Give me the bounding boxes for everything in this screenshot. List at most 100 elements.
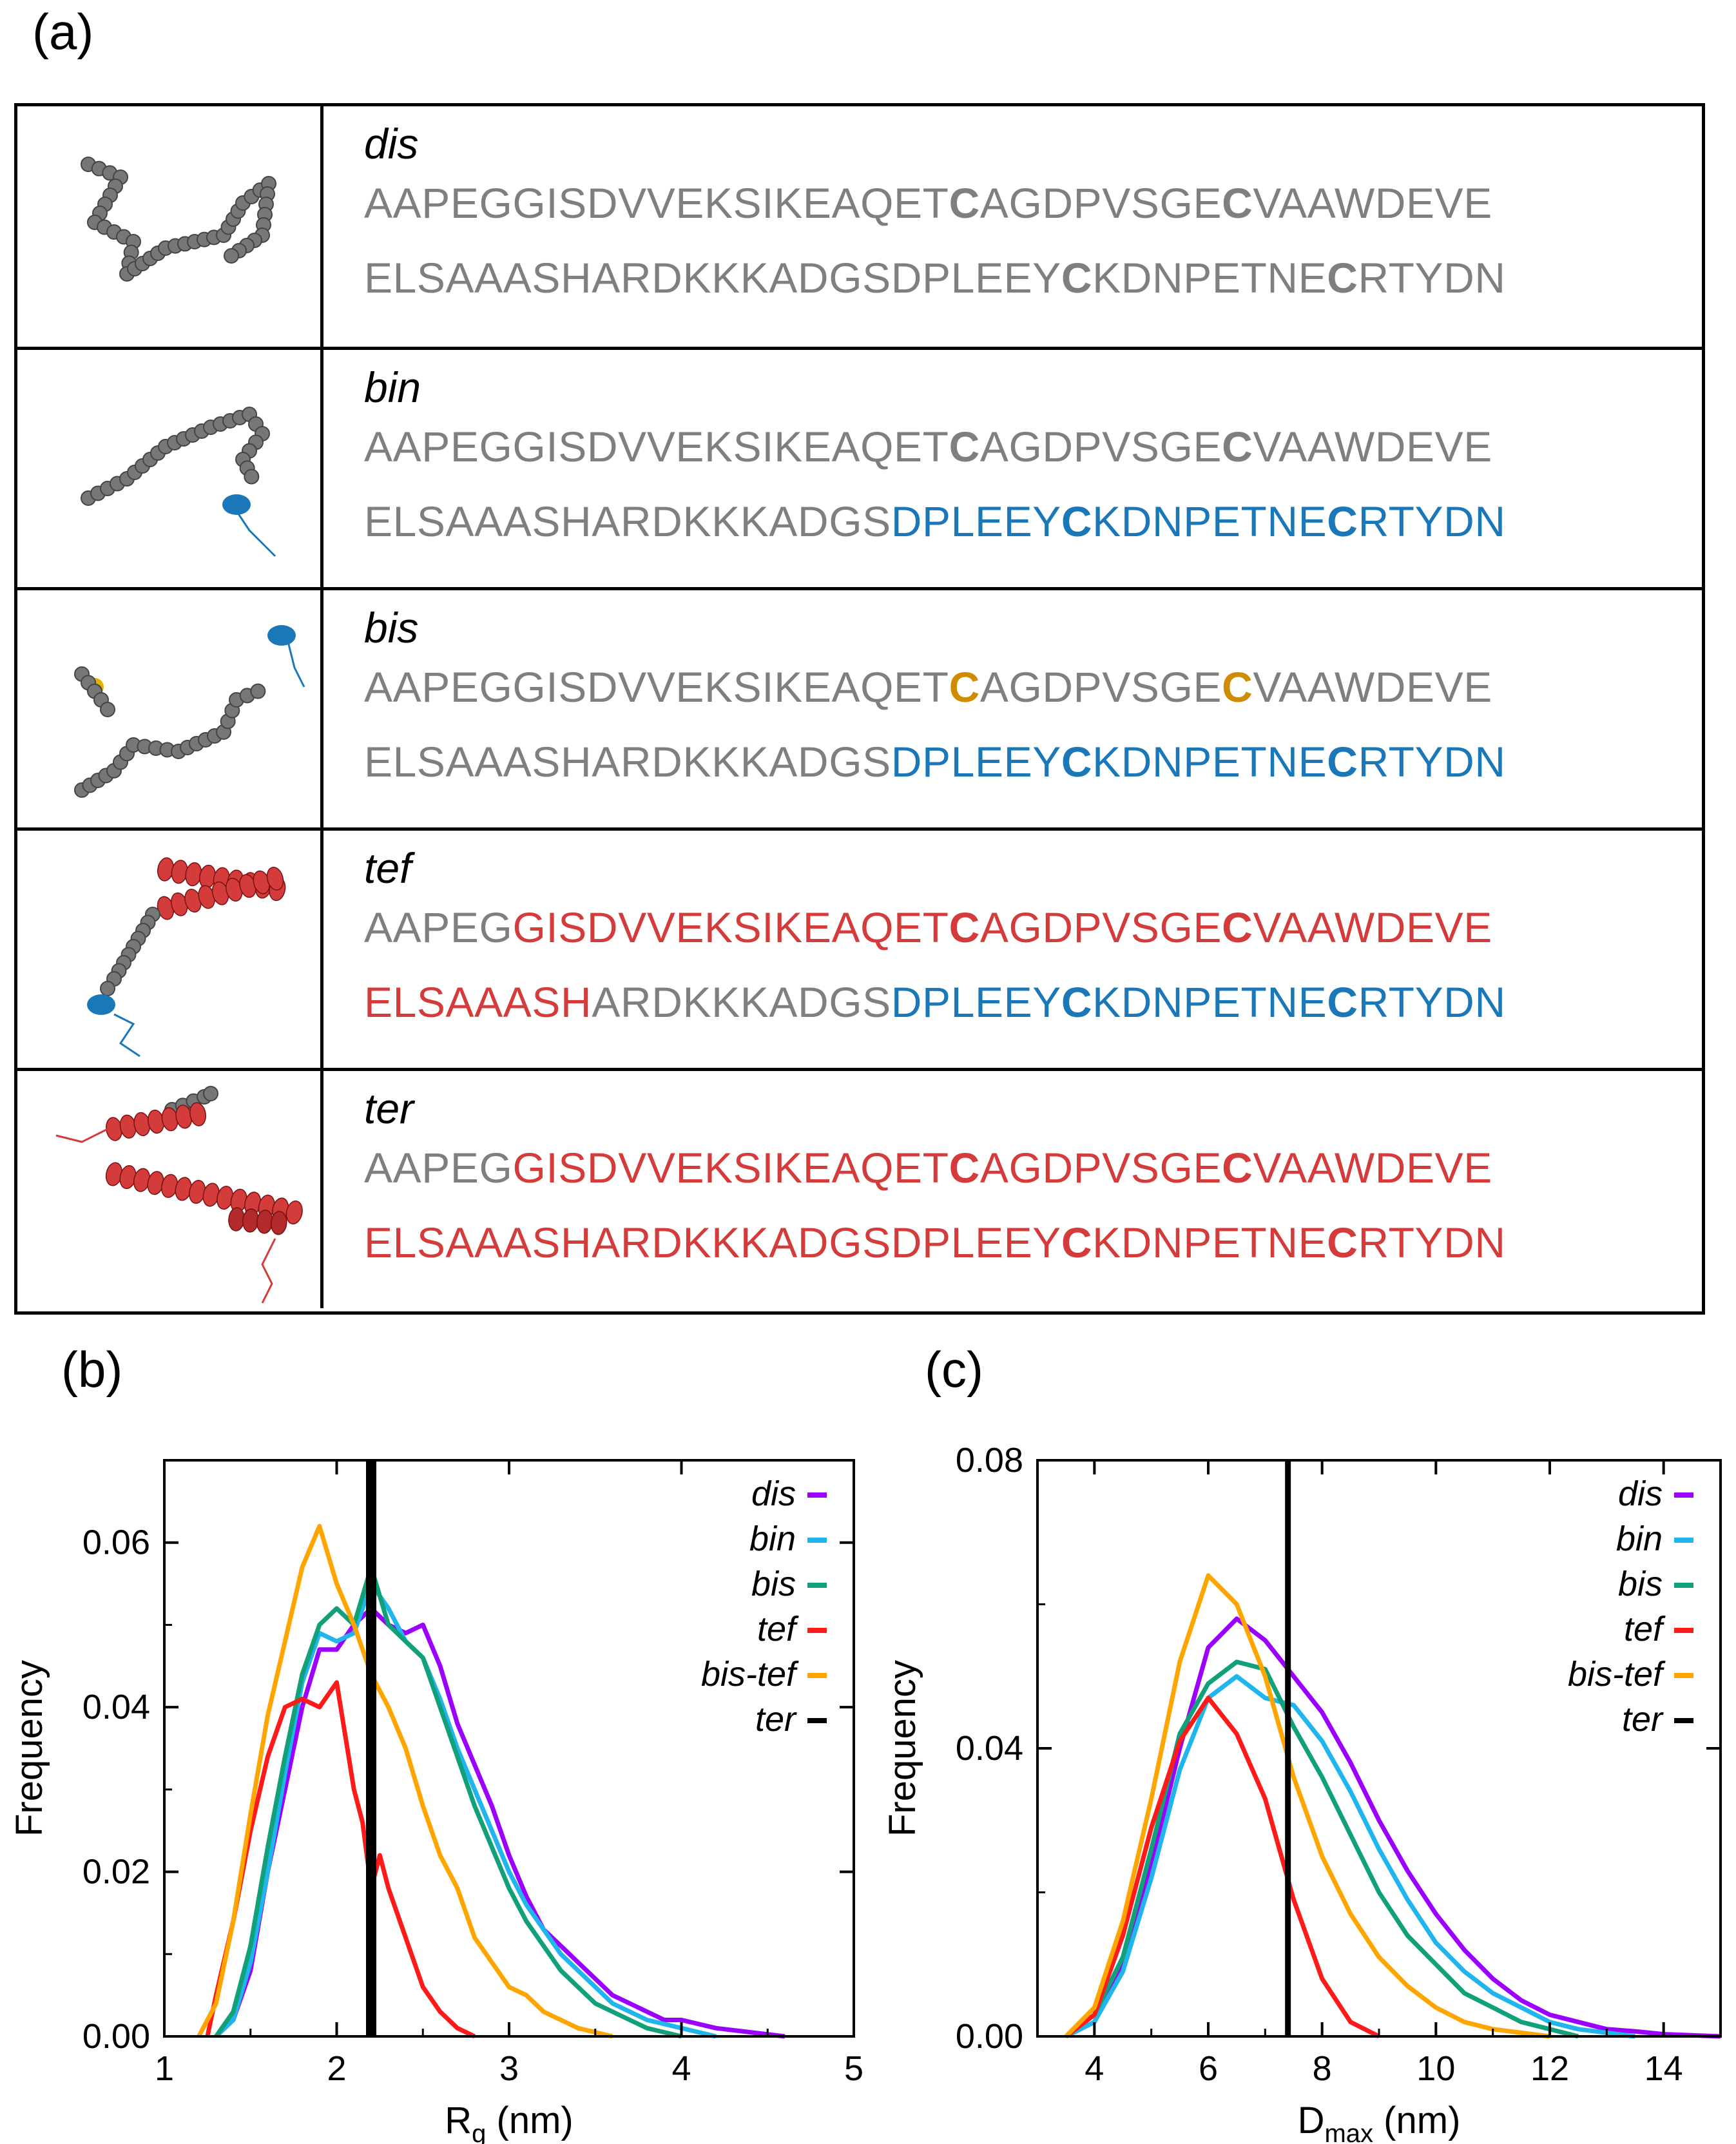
small-helix xyxy=(222,494,251,515)
panel-label-c: (c) xyxy=(925,1341,983,1398)
cysteine-residue: C xyxy=(1327,254,1358,302)
x-axis-title-sub: max xyxy=(1324,2120,1373,2144)
sequence-cell: dis AAPEGGISDVVEKSIKEAQETCAGDPVSGECVAAWDE… xyxy=(352,106,1702,347)
cysteine-residue: C xyxy=(1327,1219,1358,1266)
x-tick-label: 5 xyxy=(844,2049,863,2088)
sequence-row-dis: dis AAPEGGISDVVEKSIKEAQETCAGDPVSGECVAAWDE… xyxy=(17,106,1702,347)
sequence-segment: ELSAAASHARDKKKADGS xyxy=(364,738,891,786)
legend-label-bis: bis xyxy=(1618,1565,1663,1603)
x-tick-label: 8 xyxy=(1313,2049,1332,2088)
sequence-segment: ELSAAASHARDKKKADGS xyxy=(364,497,891,545)
sequence-line: ELSAAASHARDKKKADGSDPLEEYCKDNPETNECRTYDN xyxy=(364,978,1506,1027)
y-axis-title: Frequency xyxy=(882,1660,923,1837)
cysteine-residue: C xyxy=(1222,1144,1253,1192)
sequence-segment: AGDPVSGE xyxy=(979,663,1222,711)
y-tick-label: 0.06 xyxy=(82,1523,150,1562)
sequence-line: AAPEGGISDVVEKSIKEAQETCAGDPVSGECVAAWDEVE xyxy=(364,179,1492,227)
x-axis-title: Dmax (nm) xyxy=(1298,2100,1461,2144)
x-axis-title-main: R xyxy=(445,2100,472,2141)
sequence-segment: RTYDN xyxy=(1358,1219,1506,1266)
x-tick-label: 3 xyxy=(499,2049,519,2088)
sequence-segment: KDNPETNE xyxy=(1092,254,1327,302)
cysteine-residue: C xyxy=(1327,497,1358,545)
sequence-segment: AGDPVSGE xyxy=(979,423,1222,470)
x-tick-label: 1 xyxy=(155,2049,174,2088)
sequence-line: AAPEGGISDVVEKSIKEAQETCAGDPVSGECVAAWDEVE xyxy=(364,422,1492,471)
series-line-bin xyxy=(1065,1674,1635,2039)
sequence-segment: AGDPVSGE xyxy=(979,1144,1222,1192)
sequence-cell: bis AAPEGGISDVVEKSIKEAQETCAGDPVSGECVAAWDE… xyxy=(352,590,1702,827)
legend-label-ter: ter xyxy=(1622,1700,1664,1739)
sequence-segment: KDNPETNE xyxy=(1092,978,1327,1026)
sequence-cell: ter AAPEGGISDVVEKSIKEAQETCAGDPVSGECVAAWDE… xyxy=(352,1071,1702,1308)
y-axis-title: Frequency xyxy=(8,1660,50,1837)
sequence-segment: KDNPETNE xyxy=(1092,1219,1327,1266)
sequence-segment: KDNPETNE xyxy=(1092,738,1327,786)
sequence-segment: DPLEEY xyxy=(891,978,1061,1026)
sequence-segment: AAPEGGISDVVEKSIKEAQET xyxy=(364,663,949,711)
small-helix xyxy=(267,625,296,646)
residue-bead xyxy=(224,248,239,264)
x-tick-label: 14 xyxy=(1644,2049,1683,2088)
series-line-tef xyxy=(1065,1695,1380,2039)
x-axis-title: Rg (nm) xyxy=(445,2100,573,2144)
thumbnail-cell xyxy=(17,350,323,587)
sequence-row-ter: ter AAPEGGISDVVEKSIKEAQETCAGDPVSGECVAAWDE… xyxy=(17,1068,1702,1308)
coil-tail xyxy=(235,510,276,557)
cysteine-residue: C xyxy=(949,903,980,951)
x-axis-title-unit: (nm) xyxy=(486,2100,573,2141)
x-tick-label: 10 xyxy=(1416,2049,1455,2088)
variant-name: bis xyxy=(364,604,419,652)
sequence-segment: ELSAAASHARDKKKADGSDPLEEY xyxy=(364,254,1061,302)
series-line-bin xyxy=(214,1581,717,2039)
x-axis-title-main: D xyxy=(1298,2100,1325,2141)
legend-label-bin: bin xyxy=(1616,1520,1663,1558)
coil-tail xyxy=(261,1238,276,1304)
sequence-segment: VAAWDEVE xyxy=(1253,179,1492,227)
variant-name: ter xyxy=(364,1085,414,1132)
helix-ribbon xyxy=(106,1102,206,1141)
sequence-segment: AAPEG xyxy=(364,1144,513,1192)
sequence-row-bin: bin AAPEGGISDVVEKSIKEAQETCAGDPVSGECVAAWDE… xyxy=(17,347,1702,587)
cysteine-residue: C xyxy=(1222,903,1253,951)
legend-label-tef: tef xyxy=(1624,1610,1666,1648)
sequence-segment: RTYDN xyxy=(1358,738,1506,786)
helix-ribbon xyxy=(228,1207,287,1235)
coil-tail xyxy=(55,1128,108,1143)
cysteine-residue: C xyxy=(949,1144,980,1192)
variant-name: dis xyxy=(364,120,419,168)
x-tick-label: 4 xyxy=(671,2049,691,2088)
sequence-segment: RTYDN xyxy=(1358,254,1506,302)
cysteine-residue: C xyxy=(1222,423,1253,470)
sequence-segment: DPLEEY xyxy=(891,738,1061,786)
y-tick-label: 0.04 xyxy=(956,1729,1023,1768)
sequence-segment: ELSAAASHARDKKKADGSDPLEEY xyxy=(364,1219,1061,1266)
residue-bead xyxy=(250,683,266,699)
sequence-row-bis: bis AAPEGGISDVVEKSIKEAQETCAGDPVSGECVAAWDE… xyxy=(17,587,1702,827)
cysteine-residue: C xyxy=(949,423,980,470)
residue-bead xyxy=(100,981,115,996)
cysteine-residue: C xyxy=(1061,254,1093,302)
residue-bead xyxy=(244,468,260,485)
variant-name: bin xyxy=(364,363,421,411)
series-line-tef xyxy=(205,1680,476,2039)
legend-label-bis-tef: bis-tef xyxy=(1568,1655,1666,1694)
panel-label-a: (a) xyxy=(32,3,94,60)
x-axis-title-sub: g xyxy=(472,2120,486,2144)
chart-dmax: 4 6 8 10 12 14 0.00 0.04 0.08 Dmax (nm) Frequency d… xyxy=(882,1441,1722,2144)
legend-label-tef: tef xyxy=(757,1610,799,1648)
thumbnail-cell xyxy=(17,590,323,827)
x-tick-label: 6 xyxy=(1199,2049,1218,2088)
sequence-segment: VAAWDEVE xyxy=(1253,663,1492,711)
sequence-segment: ELSAAASH xyxy=(364,978,592,1026)
sequence-table: dis AAPEGGISDVVEKSIKEAQETCAGDPVSGECVAAWDE… xyxy=(14,103,1705,1315)
coil-tail xyxy=(287,641,305,688)
sequence-segment: AAPEGGISDVVEKSIKEAQET xyxy=(364,423,949,470)
x-tick-label: 4 xyxy=(1085,2049,1104,2088)
legend-label-bis: bis xyxy=(751,1565,796,1603)
sequence-cell: tef AAPEGGISDVVEKSIKEAQETCAGDPVSGECVAAWDE… xyxy=(352,831,1702,1068)
sequence-line: AAPEGGISDVVEKSIKEAQETCAGDPVSGECVAAWDEVE xyxy=(364,662,1492,711)
structure-thumbnail xyxy=(81,407,276,557)
y-tick-label: 0.00 xyxy=(82,2017,150,2056)
